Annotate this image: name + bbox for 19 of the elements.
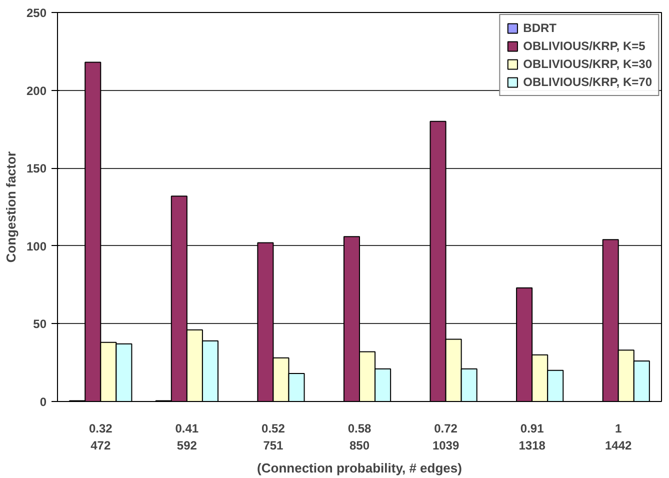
x-tick-label: 0.52 751 [262, 422, 286, 452]
y-tick-label: 0 [40, 395, 47, 409]
x-tick-label: 0.41 592 [175, 422, 199, 452]
x-axis-title: (Connection probability, # edges) [257, 460, 462, 476]
y-tick-label: 250 [26, 6, 47, 20]
x-tick-label: 0.72 1039 [432, 422, 460, 452]
y-tick-label: 50 [33, 317, 47, 332]
x-tick-label: 1 1442 [605, 422, 632, 452]
legend-label: OBLIVIOUS/KRP, K=70 [523, 75, 652, 89]
y-tick-label: 100 [26, 239, 47, 254]
x-tick-label: 0.91 1318 [518, 422, 546, 452]
legend-label: OBLIVIOUS/KRP, K=5 [523, 39, 646, 53]
legend-label: BDRT [523, 21, 556, 35]
y-axis-title: Congestion factor [3, 151, 18, 263]
x-tick-label: 0.32 472 [88, 422, 113, 452]
x-tick-label: 0.58 850 [348, 422, 372, 452]
y-tick-label: 150 [26, 162, 47, 176]
y-tick-label: 200 [26, 84, 47, 98]
legend-label: OBLIVIOUS/KRP, K=30 [523, 57, 652, 71]
